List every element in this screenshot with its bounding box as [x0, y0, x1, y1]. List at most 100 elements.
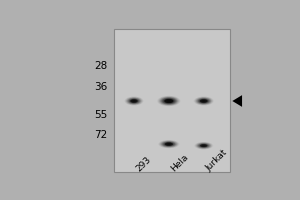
- Ellipse shape: [161, 97, 177, 105]
- Ellipse shape: [163, 98, 175, 104]
- Ellipse shape: [201, 144, 207, 147]
- Ellipse shape: [130, 99, 138, 103]
- Ellipse shape: [167, 144, 170, 145]
- Ellipse shape: [163, 142, 174, 146]
- Ellipse shape: [199, 99, 208, 103]
- Ellipse shape: [199, 99, 208, 103]
- Ellipse shape: [202, 100, 206, 102]
- Ellipse shape: [164, 142, 173, 146]
- Ellipse shape: [129, 98, 139, 104]
- Ellipse shape: [202, 100, 206, 102]
- Ellipse shape: [130, 99, 138, 103]
- Ellipse shape: [165, 99, 172, 103]
- Ellipse shape: [164, 99, 174, 103]
- Ellipse shape: [163, 142, 175, 147]
- Ellipse shape: [130, 99, 138, 103]
- Text: 55: 55: [94, 110, 107, 120]
- Ellipse shape: [167, 100, 170, 102]
- Ellipse shape: [201, 100, 206, 102]
- Ellipse shape: [168, 100, 170, 102]
- Ellipse shape: [163, 142, 175, 147]
- Ellipse shape: [164, 99, 173, 103]
- Ellipse shape: [201, 100, 206, 102]
- Ellipse shape: [164, 142, 173, 146]
- Ellipse shape: [131, 100, 137, 102]
- Ellipse shape: [202, 145, 205, 146]
- Ellipse shape: [164, 142, 174, 146]
- Ellipse shape: [163, 142, 175, 146]
- Ellipse shape: [203, 145, 205, 146]
- Ellipse shape: [200, 99, 208, 103]
- Ellipse shape: [162, 98, 176, 104]
- Ellipse shape: [200, 144, 207, 147]
- Ellipse shape: [166, 143, 172, 145]
- Ellipse shape: [165, 143, 173, 146]
- Ellipse shape: [133, 100, 135, 102]
- Ellipse shape: [166, 100, 171, 102]
- Ellipse shape: [199, 144, 209, 148]
- Ellipse shape: [200, 144, 208, 147]
- Ellipse shape: [164, 99, 173, 103]
- Ellipse shape: [202, 100, 205, 102]
- Text: 36: 36: [94, 82, 107, 92]
- Ellipse shape: [130, 99, 138, 103]
- Ellipse shape: [167, 100, 171, 102]
- Ellipse shape: [199, 144, 208, 148]
- Text: 72: 72: [94, 130, 107, 140]
- Ellipse shape: [163, 98, 175, 104]
- Ellipse shape: [131, 99, 137, 103]
- Ellipse shape: [201, 145, 206, 147]
- Ellipse shape: [164, 142, 174, 146]
- Ellipse shape: [132, 100, 136, 102]
- Ellipse shape: [200, 99, 208, 103]
- Ellipse shape: [162, 98, 176, 104]
- Ellipse shape: [200, 144, 207, 147]
- Text: 293: 293: [134, 155, 152, 173]
- Text: Hela: Hela: [169, 153, 190, 173]
- Ellipse shape: [198, 98, 209, 104]
- Ellipse shape: [130, 99, 137, 103]
- Ellipse shape: [129, 99, 139, 103]
- Ellipse shape: [167, 143, 171, 145]
- Ellipse shape: [199, 144, 208, 148]
- Ellipse shape: [133, 100, 136, 102]
- Ellipse shape: [167, 143, 170, 145]
- Ellipse shape: [202, 145, 206, 146]
- Ellipse shape: [203, 145, 204, 146]
- Ellipse shape: [163, 98, 175, 104]
- Ellipse shape: [132, 100, 136, 102]
- Ellipse shape: [132, 100, 136, 102]
- Ellipse shape: [202, 145, 206, 147]
- Ellipse shape: [130, 99, 138, 103]
- Ellipse shape: [167, 143, 171, 145]
- Ellipse shape: [199, 144, 208, 147]
- Ellipse shape: [133, 100, 135, 102]
- Ellipse shape: [202, 100, 205, 102]
- Ellipse shape: [167, 143, 171, 145]
- Ellipse shape: [198, 98, 210, 104]
- Ellipse shape: [202, 100, 206, 102]
- Ellipse shape: [199, 144, 209, 148]
- Ellipse shape: [130, 99, 137, 103]
- Ellipse shape: [164, 142, 174, 146]
- Ellipse shape: [165, 142, 173, 146]
- Ellipse shape: [131, 100, 137, 102]
- Ellipse shape: [165, 99, 173, 103]
- Bar: [114, 29, 230, 172]
- Ellipse shape: [166, 99, 172, 103]
- Ellipse shape: [164, 99, 174, 103]
- Ellipse shape: [162, 98, 176, 104]
- Ellipse shape: [202, 145, 206, 146]
- Ellipse shape: [165, 143, 173, 146]
- Ellipse shape: [164, 99, 174, 103]
- Ellipse shape: [200, 99, 208, 103]
- Ellipse shape: [132, 100, 136, 102]
- Ellipse shape: [163, 98, 175, 104]
- Ellipse shape: [200, 144, 208, 147]
- Ellipse shape: [198, 98, 209, 104]
- Ellipse shape: [162, 142, 176, 147]
- Ellipse shape: [167, 100, 171, 102]
- Ellipse shape: [166, 143, 172, 145]
- Ellipse shape: [166, 100, 172, 102]
- Ellipse shape: [166, 143, 171, 145]
